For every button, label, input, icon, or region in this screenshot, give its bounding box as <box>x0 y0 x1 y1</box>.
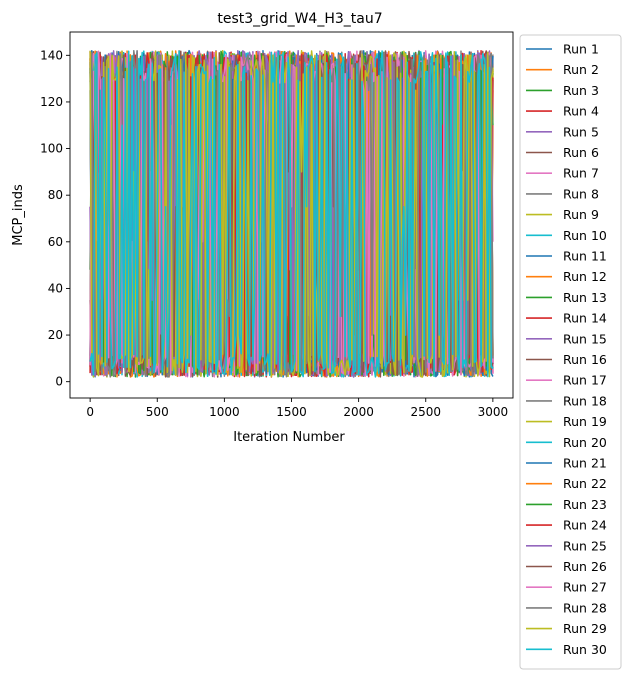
x-tick-label: 1000 <box>209 405 240 419</box>
y-tick-label: 120 <box>40 95 63 109</box>
legend-label: Run 26 <box>563 559 607 574</box>
legend-label: Run 24 <box>563 518 607 533</box>
legend-label: Run 17 <box>563 373 607 388</box>
x-axis-label: Iteration Number <box>233 430 345 445</box>
y-tick-label: 20 <box>48 328 63 342</box>
series-layer <box>90 51 493 377</box>
legend-label: Run 20 <box>563 435 607 450</box>
legend-label: Run 22 <box>563 476 607 491</box>
legend-label: Run 4 <box>563 104 599 119</box>
legend-label: Run 18 <box>563 393 607 408</box>
legend-label: Run 25 <box>563 538 607 553</box>
x-tick-label: 1500 <box>276 405 307 419</box>
y-tick-label: 100 <box>40 142 63 156</box>
y-axis-label: MCP_inds <box>11 184 26 246</box>
chart-title: test3_grid_W4_H3_tau7 <box>217 11 382 27</box>
y-tick-label: 80 <box>48 188 63 202</box>
legend-label: Run 19 <box>563 414 607 429</box>
x-tick-label: 0 <box>86 405 94 419</box>
y-tick-label: 140 <box>40 48 63 62</box>
legend-label: Run 9 <box>563 207 599 222</box>
legend-label: Run 12 <box>563 269 607 284</box>
y-axis: 0 20 40 60 80 100 120 140 <box>40 48 70 388</box>
legend-label: Run 11 <box>563 249 607 264</box>
y-tick-label: 60 <box>48 235 63 249</box>
legend-label: Run 21 <box>563 456 607 471</box>
legend-label: Run 14 <box>563 311 607 326</box>
legend-label: Run 30 <box>563 642 607 657</box>
legend-label: Run 29 <box>563 621 607 636</box>
legend-label: Run 7 <box>563 166 599 181</box>
legend-label: Run 2 <box>563 62 599 77</box>
legend-label: Run 5 <box>563 124 599 139</box>
legend-label: Run 8 <box>563 186 599 201</box>
y-tick-label: 0 <box>55 375 63 389</box>
legend-label: Run 10 <box>563 228 607 243</box>
y-tick-label: 40 <box>48 281 63 295</box>
legend: Run 1 Run 2 Run 3 Run 4 Run 5 Run 6 Run 7 Run 8… <box>520 35 621 669</box>
x-tick-label: 2500 <box>410 405 441 419</box>
legend-label: Run 3 <box>563 83 599 98</box>
legend-label: Run 28 <box>563 600 607 615</box>
x-tick-label: 2000 <box>343 405 374 419</box>
legend-label: Run 1 <box>563 42 599 57</box>
legend-label: Run 6 <box>563 145 599 160</box>
legend-label: Run 27 <box>563 580 607 595</box>
x-axis: 0 500 1000 1500 2000 2500 3000 <box>86 398 508 419</box>
x-tick-label: 3000 <box>478 405 509 419</box>
legend-label: Run 13 <box>563 290 607 305</box>
x-tick-label: 500 <box>146 405 169 419</box>
legend-label: Run 23 <box>563 497 607 512</box>
legend-label: Run 16 <box>563 352 607 367</box>
legend-label: Run 15 <box>563 331 607 346</box>
